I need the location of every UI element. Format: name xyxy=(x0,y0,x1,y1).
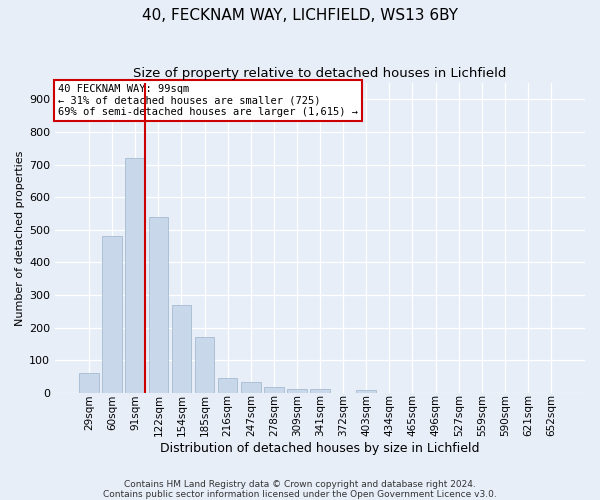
Bar xyxy=(218,378,238,393)
Title: Size of property relative to detached houses in Lichfield: Size of property relative to detached ho… xyxy=(133,68,507,80)
Text: 40, FECKNAM WAY, LICHFIELD, WS13 6BY: 40, FECKNAM WAY, LICHFIELD, WS13 6BY xyxy=(142,8,458,22)
Bar xyxy=(356,390,376,393)
Bar xyxy=(195,338,214,393)
X-axis label: Distribution of detached houses by size in Lichfield: Distribution of detached houses by size … xyxy=(160,442,480,455)
Bar xyxy=(172,305,191,393)
Bar xyxy=(103,236,122,393)
Bar xyxy=(241,382,260,393)
Bar xyxy=(264,388,284,393)
Text: Contains HM Land Registry data © Crown copyright and database right 2024.
Contai: Contains HM Land Registry data © Crown c… xyxy=(103,480,497,499)
Bar xyxy=(149,217,168,393)
Bar xyxy=(310,388,330,393)
Bar xyxy=(287,388,307,393)
Y-axis label: Number of detached properties: Number of detached properties xyxy=(15,150,25,326)
Bar xyxy=(79,374,99,393)
Bar xyxy=(125,158,145,393)
Text: 40 FECKNAM WAY: 99sqm
← 31% of detached houses are smaller (725)
69% of semi-det: 40 FECKNAM WAY: 99sqm ← 31% of detached … xyxy=(58,84,358,117)
